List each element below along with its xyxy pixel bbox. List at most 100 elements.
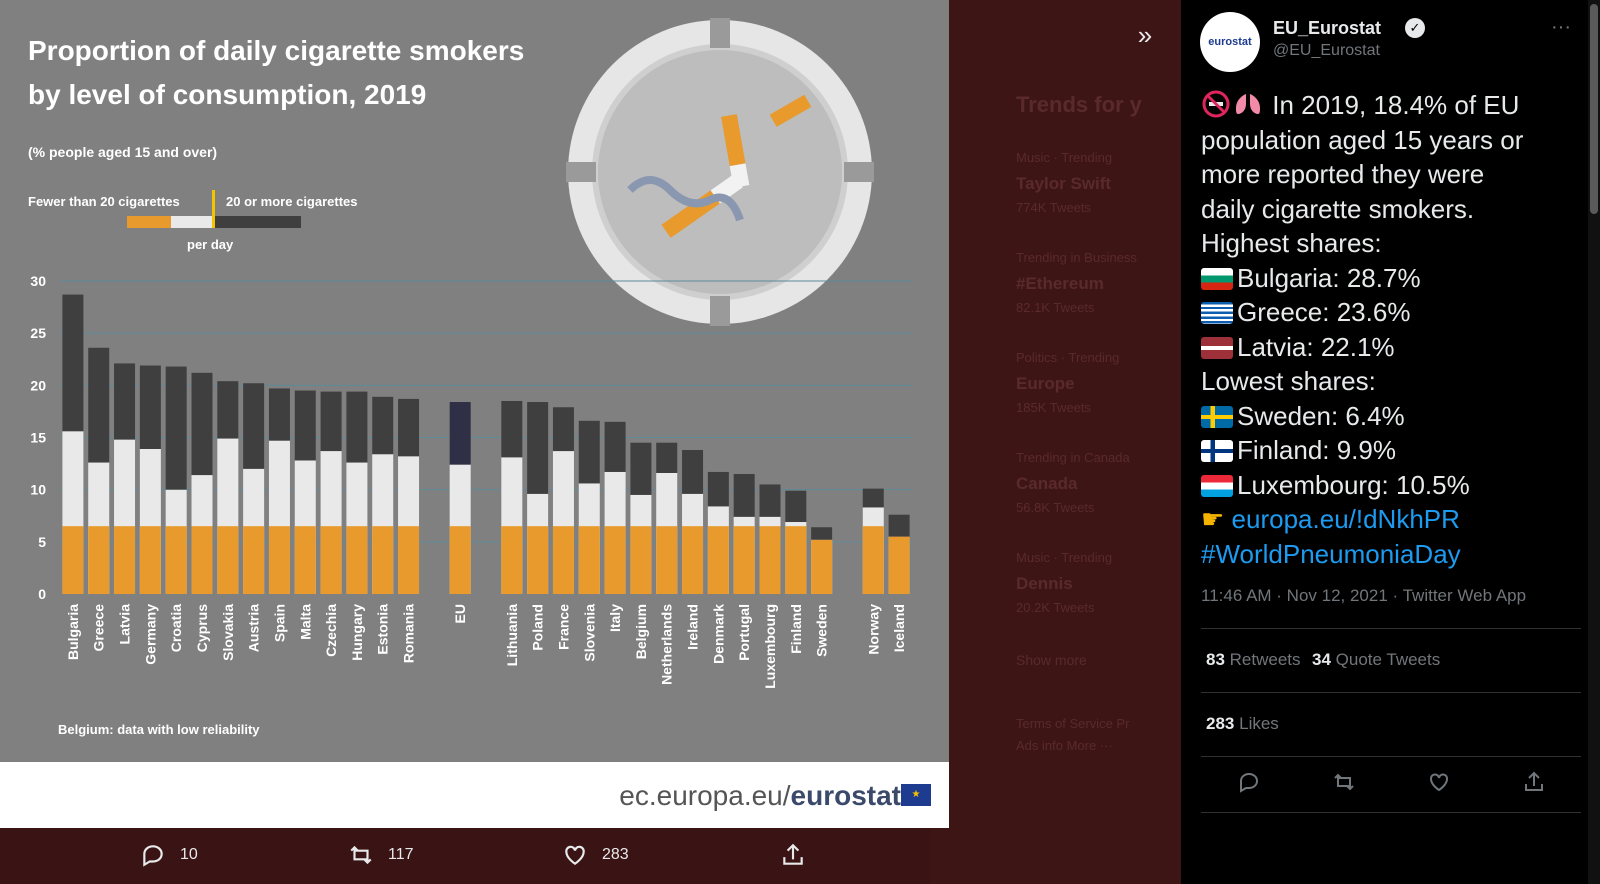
share-item-bulgaria: Bulgaria: 28.7%	[1201, 261, 1581, 296]
smokers-chart: Proportion of daily cigarette smokers by…	[28, 18, 912, 737]
bar-sweden	[811, 527, 833, 594]
trend-name[interactable]: Dennis	[1016, 574, 1073, 593]
reply-icon[interactable]	[1237, 770, 1261, 794]
bar-filter-segment	[862, 526, 884, 594]
bar-croatia	[165, 366, 187, 594]
bar-segment-20-or-more	[139, 365, 161, 449]
tweet-link-line: ☛ europa.eu/!dNkhPR	[1201, 502, 1581, 537]
quote-stats[interactable]: 34 Quote Tweets	[1312, 650, 1441, 669]
avatar[interactable]: eurostat	[1200, 12, 1260, 72]
bar-segment-20-or-more	[501, 400, 523, 458]
share-button[interactable]	[780, 842, 806, 868]
bar-hungary	[346, 391, 368, 594]
scrollbar[interactable]	[1588, 0, 1600, 884]
trend-name[interactable]: Taylor Swift	[1016, 174, 1112, 193]
bar-segment-20-or-more	[268, 388, 290, 441]
heart-icon[interactable]	[1427, 770, 1451, 794]
reply-button[interactable]: 10	[140, 842, 198, 868]
footer-links[interactable]: Ads info More ···	[1016, 738, 1113, 753]
divider	[1201, 628, 1581, 629]
highest-shares-label: Highest shares:	[1201, 228, 1382, 258]
x-tick-label: Lithuania	[504, 604, 520, 666]
bar-filter-segment	[320, 526, 342, 594]
trend-context: Music · Trending	[1016, 550, 1113, 565]
trend-count: 20.2K Tweets	[1016, 600, 1095, 615]
chart-note: Belgium: data with low reliability	[58, 722, 260, 737]
bar-filter-segment	[785, 526, 807, 594]
author-handle[interactable]: @EU_Eurostat	[1273, 42, 1380, 59]
bar-poland	[527, 402, 549, 594]
bar-bulgaria	[62, 294, 84, 594]
tweet-image[interactable]: Proportion of daily cigarette smokers by…	[0, 0, 949, 828]
bar-lithuania	[501, 400, 523, 594]
x-tick-label: Netherlands	[659, 604, 675, 685]
bar-segment-20-or-more	[630, 442, 652, 495]
trend-context: Trending in Business	[1016, 250, 1137, 265]
bar-segment-20-or-more	[346, 391, 368, 463]
x-tick-label: EU	[452, 604, 468, 623]
retweet-icon[interactable]	[1332, 770, 1356, 794]
collapse-panel-icon[interactable]: »	[1137, 20, 1153, 50]
like-stats[interactable]: 283 Likes	[1206, 714, 1279, 733]
retweet-count: 117	[388, 846, 414, 863]
x-tick-label: Austria	[246, 604, 262, 652]
x-tick-label: Italy	[607, 604, 623, 632]
bar-filter-segment	[88, 526, 110, 594]
bar-czechia	[320, 391, 342, 594]
chart-title-line1: Proportion of daily cigarette smokers	[28, 35, 524, 66]
dimmed-trends-sidebar: Trends for y Music · Trending Taylor Swif…	[930, 0, 1180, 884]
show-more-link[interactable]: Show more	[1016, 652, 1087, 668]
x-tick-label: Iceland	[891, 604, 907, 652]
tweet-intro-line: In 2019, 18.4% of EU	[1201, 88, 1581, 123]
bar-iceland	[888, 514, 910, 594]
legend-fewer-label: Fewer than 20 cigarettes	[28, 194, 180, 209]
bar-greece	[88, 347, 110, 594]
bar-segment-20-or-more	[294, 390, 316, 461]
bar-segment-20-or-more	[733, 474, 755, 517]
bar-segment-20-or-more	[578, 420, 600, 484]
bar-finland	[785, 490, 807, 594]
trend-name[interactable]: Canada	[1016, 474, 1078, 493]
bar-italy	[604, 421, 626, 594]
x-tick-label: Portugal	[736, 604, 752, 661]
ashtray-illustration	[566, 18, 874, 326]
bar-segment-20-or-more	[888, 514, 910, 537]
bar-segment-20-or-more	[88, 347, 110, 463]
bar-cyprus	[191, 372, 213, 594]
x-tick-label: Slovenia	[581, 604, 597, 662]
trend-name[interactable]: Europe	[1016, 374, 1075, 393]
retweet-stats[interactable]: 83 Retweets	[1206, 650, 1301, 669]
more-options-icon[interactable]: ···	[1551, 16, 1571, 38]
bar-netherlands	[656, 442, 678, 594]
bar-segment-20-or-more	[449, 402, 471, 465]
finland-flag-icon	[1201, 440, 1233, 462]
trends-heading: Trends for y	[1016, 92, 1142, 117]
like-button[interactable]: 283	[562, 842, 629, 868]
footer-links[interactable]: Terms of Service Pr	[1016, 716, 1130, 731]
verified-badge-icon: ✓	[1405, 18, 1425, 38]
tweet-link[interactable]: europa.eu/!dNkhPR	[1231, 504, 1460, 534]
share-item-sweden: Sweden: 6.4%	[1201, 399, 1581, 434]
x-tick-label: Germany	[142, 604, 158, 665]
divider	[1201, 756, 1581, 757]
x-tick-label: Finland	[788, 604, 804, 654]
share-icon[interactable]	[1522, 770, 1546, 794]
luxembourg-flag-icon	[1201, 474, 1233, 497]
bar-filter-segment	[449, 526, 471, 594]
bar-filter-segment	[139, 526, 161, 594]
lowest-shares-label: Lowest shares:	[1201, 366, 1376, 396]
bar-segment-20-or-more	[862, 488, 884, 508]
bar-filter-segment	[656, 526, 678, 594]
bar-filter-segment	[243, 526, 265, 594]
x-tick-label: Hungary	[349, 604, 365, 661]
trend-context: Trending in Canada	[1016, 450, 1130, 465]
author-name[interactable]: EU_Eurostat	[1273, 18, 1382, 38]
no-smoking-icon	[1202, 90, 1230, 118]
bar-segment-20-or-more	[552, 407, 574, 452]
bar-segment-20-or-more	[604, 421, 626, 472]
retweet-button[interactable]: 117	[348, 842, 414, 868]
tweet-timestamp[interactable]: 11:46 AM · Nov 12, 2021 · Twitter Web Ap…	[1201, 586, 1527, 605]
hashtag-link[interactable]: #WorldPneumoniaDay	[1201, 538, 1461, 569]
trend-name[interactable]: #Ethereum	[1016, 274, 1104, 293]
tweet-intro-line: population aged 15 years or	[1201, 124, 1524, 155]
